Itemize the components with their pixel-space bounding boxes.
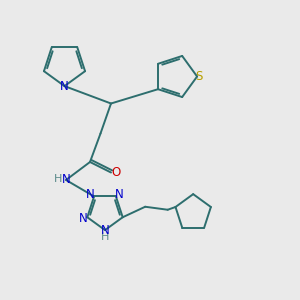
Text: O: O	[112, 166, 121, 179]
Text: H: H	[101, 232, 109, 242]
Text: N: N	[60, 80, 69, 93]
Text: H: H	[53, 174, 62, 184]
Text: N: N	[79, 212, 88, 225]
Text: N: N	[61, 173, 70, 186]
Text: N: N	[86, 188, 95, 202]
Text: S: S	[195, 70, 202, 83]
Text: N: N	[115, 188, 124, 202]
Text: N: N	[100, 224, 109, 237]
